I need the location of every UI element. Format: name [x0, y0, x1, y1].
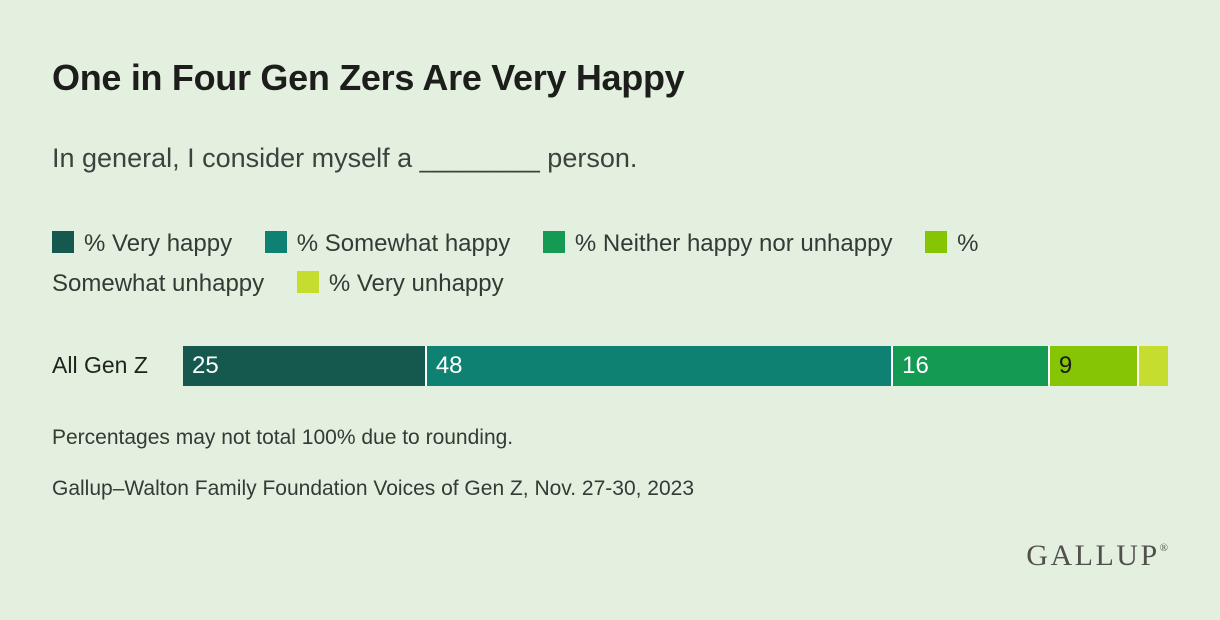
bar-segment-label: 9: [1058, 351, 1073, 379]
bar-segment: 25: [183, 345, 425, 386]
legend-color-swatch: [296, 270, 319, 293]
chart-container: One in Four Gen Zers Are Very Happy In g…: [52, 57, 1168, 500]
gallup-logo-text: GALLUP: [1026, 539, 1160, 572]
legend-item-label: % Very unhappy: [328, 269, 504, 297]
bar-segment: 48: [424, 345, 892, 386]
legend-color-swatch: [264, 230, 287, 253]
bar-row: All Gen Z 25 48 16 9: [52, 345, 1168, 386]
legend-item: % Very happy: [52, 230, 232, 257]
legend-item-label: % Very happy: [84, 229, 233, 257]
legend-color-swatch: [542, 230, 565, 253]
legend-color-swatch: [52, 230, 74, 253]
legend-item: % Somewhat happy: [264, 229, 511, 257]
legend-color-swatch: [925, 230, 948, 253]
legend-item: % Somewhat unhappy: [52, 230, 978, 297]
legend-item-label: % Somewhat unhappy: [52, 229, 979, 297]
legend-item-label: % Neither happy nor unhappy: [574, 229, 893, 257]
category-label: All Gen Z: [52, 352, 148, 379]
bar-segment: [1136, 345, 1168, 386]
bar-segment: 9: [1047, 345, 1137, 386]
bar-segment-label: 48: [435, 351, 463, 379]
chart-subtitle: In general, I consider myself a ________…: [52, 142, 638, 173]
legend: % Very happy % Somewhat happy % Neither …: [52, 224, 1012, 304]
footnote: Percentages may not total 100% due to ro…: [52, 425, 514, 449]
source-line: Gallup–Walton Family Foundation Voices o…: [52, 476, 695, 500]
registered-mark: ®: [1159, 542, 1168, 554]
legend-item: % Neither happy nor unhappy: [542, 229, 893, 257]
bar-segment-label: 25: [192, 351, 219, 379]
legend-item: % Very unhappy: [296, 269, 504, 297]
legend-item-label: % Somewhat happy: [296, 229, 511, 257]
gallup-logo: GALLUP®: [1026, 539, 1168, 573]
stacked-bar: 25 48 16 9: [183, 345, 1168, 386]
chart-title: One in Four Gen Zers Are Very Happy: [52, 57, 685, 98]
bar-segment-label: 16: [902, 351, 929, 379]
bar-segment: 16: [891, 345, 1048, 386]
